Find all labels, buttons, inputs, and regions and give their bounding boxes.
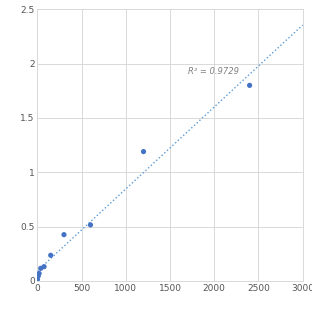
Point: [88, 222, 93, 227]
Point: [48, 253, 53, 258]
Point: [37, 271, 41, 276]
Text: R² = 0.9729: R² = 0.9729: [188, 67, 239, 76]
Point: [41, 264, 46, 269]
Point: [141, 149, 146, 154]
Point: [38, 266, 43, 271]
Point: [61, 232, 66, 237]
Point: [36, 274, 41, 279]
Point: [247, 83, 252, 88]
Point: [35, 277, 40, 282]
